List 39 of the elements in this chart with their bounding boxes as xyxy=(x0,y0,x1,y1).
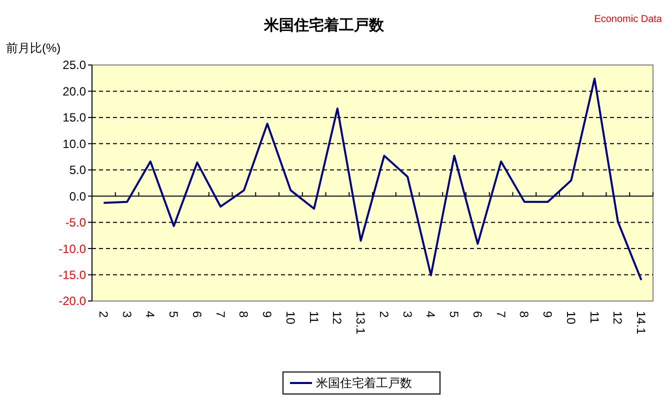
x-tick-label: 5 xyxy=(447,311,462,318)
x-tick-label: 14.1 xyxy=(634,311,648,335)
x-tick-label: 4 xyxy=(143,311,158,318)
legend-label: 米国住宅着工戸数 xyxy=(316,376,412,390)
x-tick-label: 2 xyxy=(96,311,110,318)
x-tick-label: 9 xyxy=(540,311,555,318)
y-tick-label: 15.0 xyxy=(62,110,86,125)
x-tick-label: 4 xyxy=(424,311,438,318)
x-tick-label: 5 xyxy=(166,311,181,318)
x-tick-label: 13.1 xyxy=(354,311,368,335)
y-tick-label: 5.0 xyxy=(69,163,86,178)
y-tick-label: -15.0 xyxy=(58,268,86,282)
x-tick-label: 7 xyxy=(494,311,508,318)
x-tick-label: 6 xyxy=(470,311,484,318)
y-tick-label: 20.0 xyxy=(62,84,86,98)
x-tick-label: 11 xyxy=(587,311,602,324)
y-tick-label: 0.0 xyxy=(69,189,86,204)
x-tick-label: 2 xyxy=(376,311,391,318)
x-tick-label: 9 xyxy=(260,311,274,318)
x-tick-label: 10 xyxy=(564,311,578,325)
y-axis-title: 前月比(%) xyxy=(6,41,61,55)
x-tick-label: 10 xyxy=(283,311,298,325)
y-tick-label: -20.0 xyxy=(58,294,86,308)
y-tick-label: 10.0 xyxy=(62,136,86,151)
y-tick-label: -5.0 xyxy=(65,216,86,230)
x-tick-label: 12 xyxy=(610,311,625,325)
x-tick-label: 12 xyxy=(330,311,344,325)
y-tick-label: 25.0 xyxy=(62,58,86,72)
line-series xyxy=(102,78,642,282)
x-tick-label: 3 xyxy=(400,311,414,318)
x-tick-label: 6 xyxy=(190,311,204,318)
x-tick-label: 11 xyxy=(306,311,321,324)
x-tick-label: 7 xyxy=(213,311,228,318)
y-tick-label: -10.0 xyxy=(58,242,86,256)
text: Economic Data xyxy=(594,14,662,25)
x-tick-label: 8 xyxy=(517,311,532,318)
chart-title: 米国住宅着工戸数 xyxy=(263,16,385,34)
x-tick-label: 3 xyxy=(120,311,134,318)
x-tick-label: 8 xyxy=(236,311,251,318)
